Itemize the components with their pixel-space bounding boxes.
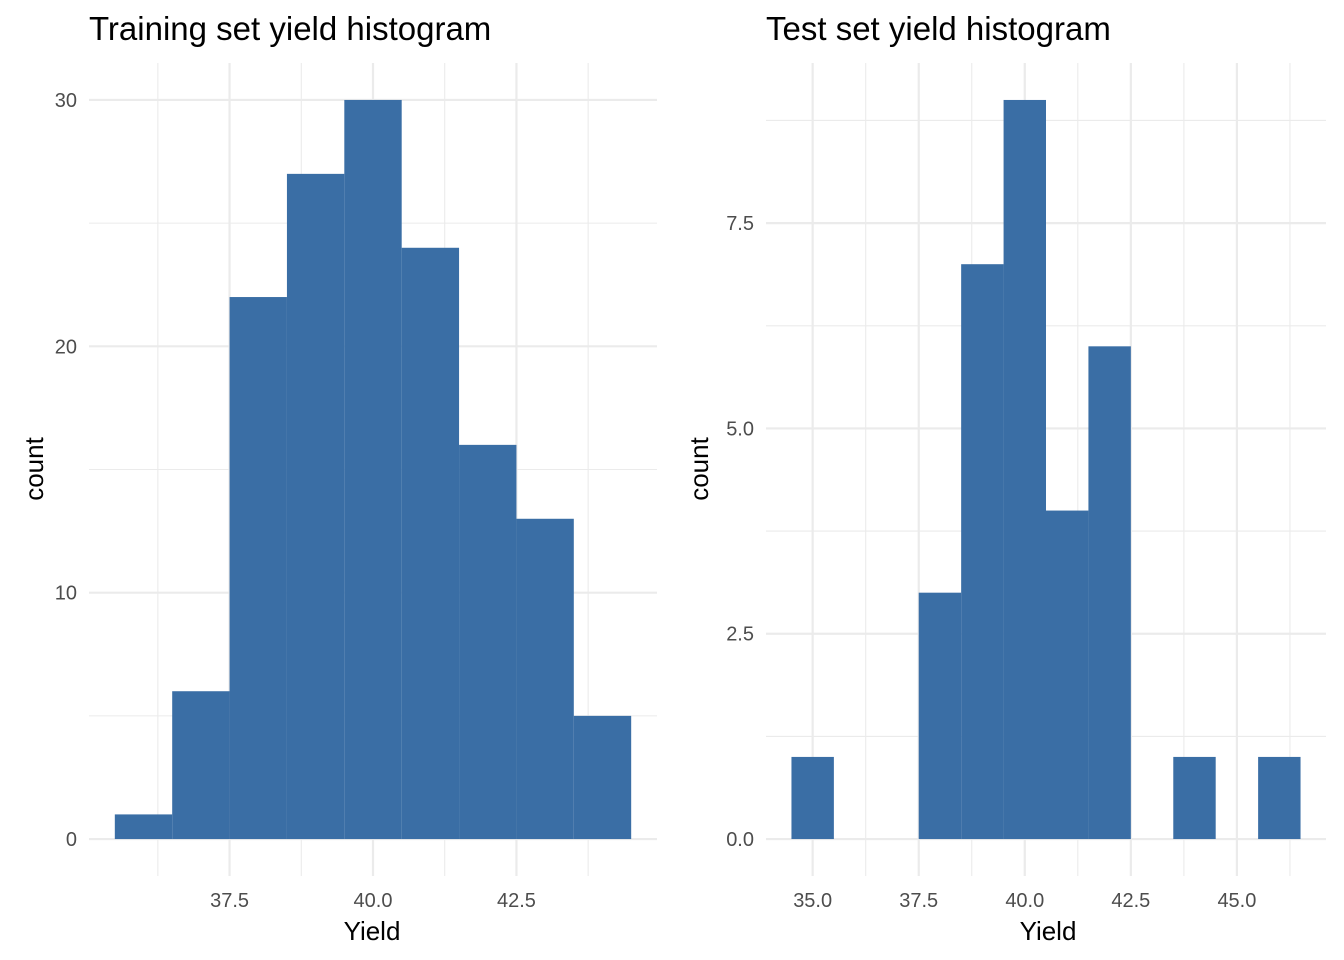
training-y-tick-label: 30 bbox=[55, 90, 77, 112]
test-y-ticks: 0.0 2.5 5.0 7.5 bbox=[726, 213, 754, 851]
training-y-tick-label: 0 bbox=[66, 829, 77, 851]
training-histogram-bar bbox=[344, 99, 402, 840]
training-x-tick-label: 42.5 bbox=[497, 890, 536, 912]
test-y-tick-label: 2.5 bbox=[726, 624, 754, 646]
test-histogram-bar bbox=[961, 264, 1004, 840]
training-histogram-bar bbox=[286, 173, 345, 840]
test-x-tick-label: 35.0 bbox=[793, 890, 832, 912]
training-histogram-bar bbox=[401, 247, 460, 840]
test-histogram-bar bbox=[791, 756, 834, 840]
test-histogram-bar bbox=[1088, 346, 1131, 840]
training-histogram-bar bbox=[573, 715, 632, 840]
training-y-axis-label: count bbox=[19, 436, 49, 500]
test-x-ticks: 35.0 37.5 40.0 42.5 45.0 bbox=[793, 890, 1256, 912]
training-chart-title: Training set yield histogram bbox=[89, 10, 491, 47]
training-histogram-panel: Training set yield histogram Yield count… bbox=[19, 10, 657, 946]
test-y-tick-label: 7.5 bbox=[726, 213, 754, 235]
training-x-ticks: 37.5 40.0 42.5 bbox=[210, 890, 536, 912]
test-chart-title: Test set yield histogram bbox=[766, 10, 1111, 47]
test-x-tick-label: 37.5 bbox=[899, 890, 938, 912]
training-histogram-bar bbox=[229, 297, 287, 840]
test-bars bbox=[791, 99, 1301, 840]
test-x-tick-label: 40.0 bbox=[1005, 890, 1044, 912]
test-y-tick-label: 5.0 bbox=[726, 418, 754, 440]
test-histogram-bar bbox=[918, 592, 962, 840]
training-x-tick-label: 37.5 bbox=[210, 890, 249, 912]
test-x-tick-label: 45.0 bbox=[1217, 890, 1256, 912]
training-x-axis-label: Yield bbox=[344, 916, 401, 946]
test-histogram-bar bbox=[1046, 510, 1089, 840]
training-bars bbox=[114, 99, 632, 840]
test-x-axis-label: Yield bbox=[1020, 916, 1077, 946]
test-x-tick-label: 42.5 bbox=[1111, 890, 1150, 912]
training-y-tick-label: 10 bbox=[55, 583, 77, 605]
test-histogram-bar bbox=[1003, 99, 1046, 840]
training-histogram-bar bbox=[114, 814, 173, 840]
training-x-tick-label: 40.0 bbox=[354, 890, 393, 912]
test-y-axis-label: count bbox=[684, 436, 714, 500]
training-y-tick-label: 20 bbox=[55, 336, 77, 358]
test-histogram-panel: Test set yield histogram Yield count 35.… bbox=[684, 10, 1326, 946]
training-y-ticks: 0 10 20 30 bbox=[55, 90, 77, 851]
training-histogram-bar bbox=[459, 444, 517, 840]
training-histogram-bar bbox=[516, 518, 574, 840]
test-histogram-bar bbox=[1173, 756, 1216, 840]
test-histogram-bar bbox=[1258, 756, 1301, 840]
test-y-tick-label: 0.0 bbox=[726, 829, 754, 851]
training-histogram-bar bbox=[172, 691, 230, 840]
